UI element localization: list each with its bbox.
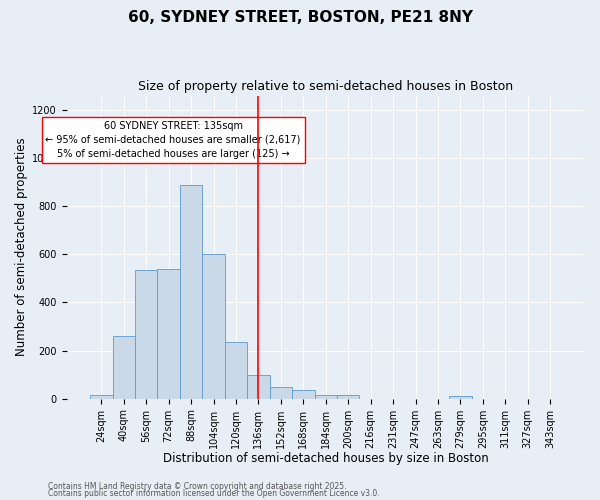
X-axis label: Distribution of semi-detached houses by size in Boston: Distribution of semi-detached houses by … (163, 452, 488, 465)
Text: 60, SYDNEY STREET, BOSTON, PE21 8NY: 60, SYDNEY STREET, BOSTON, PE21 8NY (128, 10, 473, 25)
Bar (90, 395, 113, 398)
Bar (247, 374, 269, 398)
Text: 60 SYDNEY STREET: 135sqm
← 95% of semi-detached houses are smaller (2,617)
5% of: 60 SYDNEY STREET: 135sqm ← 95% of semi-d… (46, 121, 301, 159)
Bar (180, 184, 202, 398)
Bar (314, 395, 337, 398)
Bar (113, 336, 135, 398)
Text: Contains public sector information licensed under the Open Government Licence v3: Contains public sector information licen… (48, 489, 380, 498)
Title: Size of property relative to semi-detached houses in Boston: Size of property relative to semi-detach… (138, 80, 514, 93)
Y-axis label: Number of semi-detached properties: Number of semi-detached properties (15, 138, 28, 356)
Bar (449, 396, 472, 398)
Bar (337, 395, 359, 398)
Text: Contains HM Land Registry data © Crown copyright and database right 2025.: Contains HM Land Registry data © Crown c… (48, 482, 347, 491)
Bar (292, 390, 314, 398)
Bar (202, 254, 225, 398)
Bar (225, 342, 247, 398)
Bar (269, 386, 292, 398)
Bar (157, 269, 180, 398)
Bar (135, 270, 157, 398)
